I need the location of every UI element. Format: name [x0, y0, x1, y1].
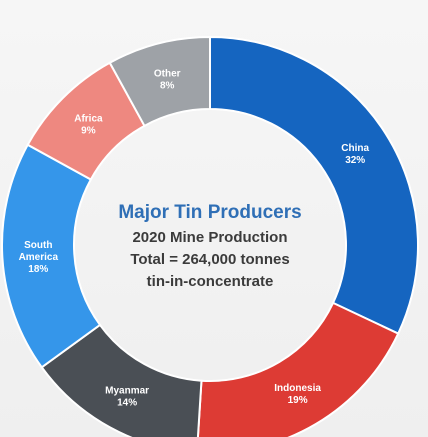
slice-name-label-indonesia: Indonesia [274, 383, 321, 394]
chart-subtitle-line-1: 2020 Mine Production [132, 229, 287, 246]
slice-name-label-south-america-0: South [24, 240, 52, 251]
slice-name-label-africa: Africa [74, 113, 103, 124]
slice-china [209, 35, 419, 335]
center-text: Major Tin Producers 2020 Mine Production… [118, 202, 301, 290]
slice-name-label-china: China [341, 143, 369, 154]
slice-value-label-africa: 9% [81, 125, 96, 136]
slice-value-label-myanmar: 14% [117, 398, 137, 409]
slice-value-label-other: 8% [160, 80, 175, 91]
slice-value-label-south-america: 18% [28, 264, 48, 275]
donut-slices [1, 35, 419, 437]
chart-title: Major Tin Producers [118, 202, 301, 223]
slice-name-label-myanmar: Myanmar [105, 386, 149, 397]
chart-subtitle-line-2: Total = 264,000 tonnes [130, 251, 289, 268]
chart-subtitle-line-3: tin-in-concentrate [147, 273, 274, 290]
slice-value-label-china: 32% [345, 155, 365, 166]
slice-indonesia [196, 301, 400, 437]
slice-name-label-other: Other [154, 68, 181, 79]
slice-value-label-indonesia: 19% [288, 395, 308, 406]
slice-other [108, 35, 211, 128]
slice-name-label-south-america-1: America [19, 252, 59, 263]
